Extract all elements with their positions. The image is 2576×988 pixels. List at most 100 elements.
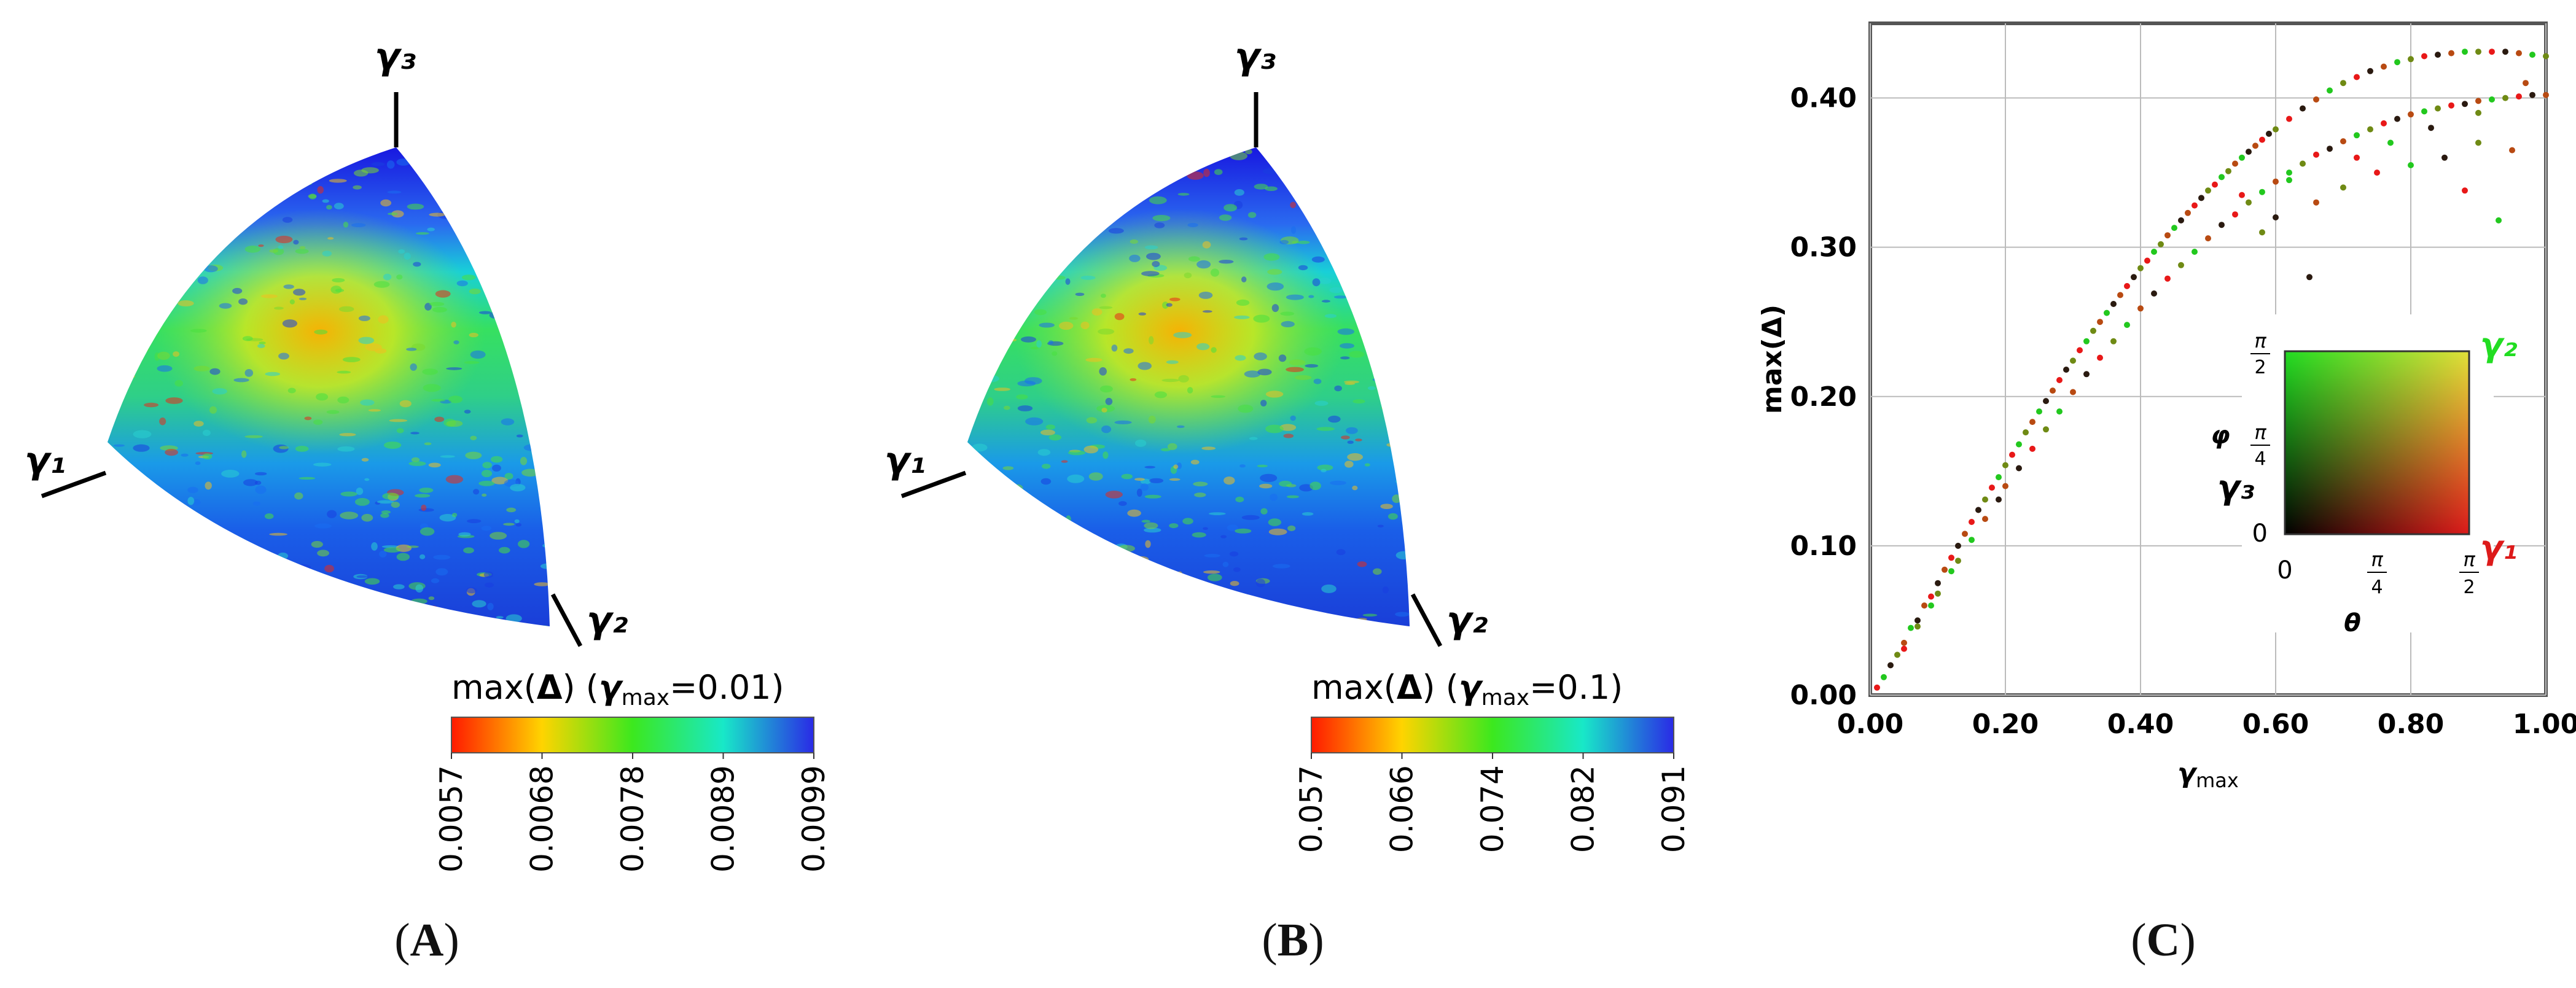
- scatter-point: [2151, 249, 2157, 255]
- scatter-point: [2340, 138, 2346, 145]
- colorbar-tick-label: 0.082: [1566, 765, 1601, 853]
- inset-y-tick-den: 4: [2254, 448, 2266, 470]
- scatter-point: [2489, 96, 2495, 103]
- scatter-point: [2110, 301, 2117, 307]
- scatter-point: [1881, 674, 1887, 680]
- scatter-point: [2259, 136, 2265, 143]
- scatter-point: [2002, 462, 2008, 469]
- scatter-point: [2246, 149, 2252, 155]
- scatter-point: [2475, 109, 2481, 116]
- scatter-point: [2212, 181, 2218, 188]
- scatter-point: [2286, 169, 2292, 176]
- scatter-point: [2002, 483, 2008, 489]
- inset-y-tick: π: [2254, 329, 2266, 352]
- inset-x-tick: 0: [2277, 556, 2292, 585]
- scatter-point: [1982, 496, 1988, 503]
- scatter-point: [2164, 275, 2171, 282]
- y-tick-label: 0.40: [1790, 83, 1857, 114]
- inset-x-tick-den: 4: [2371, 577, 2383, 598]
- scatter-point: [2219, 174, 2225, 181]
- scatter-point: [1969, 519, 1975, 525]
- scatter-point: [2313, 151, 2319, 158]
- panel-b: γ₃ γ₁ γ₂ max(Δ) (γmax=0.1) 0.057 0.066 0.074 0.…: [860, 0, 1720, 986]
- scatter-point: [1996, 496, 2002, 503]
- y-tick-label: 0.10: [1790, 531, 1857, 562]
- axis-gamma1: [41, 470, 107, 499]
- scatter-point: [2421, 108, 2427, 115]
- scatter-point: [2381, 120, 2387, 126]
- scatter-point: [2462, 101, 2468, 107]
- scatter-point: [2232, 211, 2238, 218]
- scatter-chart: 0.00 0.20 0.40 0.60 0.80 1.00 0.00 0.10 0.20 0.30…: [1757, 21, 2576, 792]
- scatter-point: [1928, 602, 1934, 609]
- scatter-point: [2394, 115, 2400, 122]
- axis-label-gamma1: γ₁: [884, 439, 926, 482]
- inset-square-overlay: [2285, 351, 2469, 534]
- scatter-point: [2529, 91, 2535, 98]
- scatter-point: [2252, 142, 2258, 149]
- scatter-point: [2421, 53, 2427, 60]
- scatter-point: [2164, 232, 2171, 239]
- scatter-point: [2090, 327, 2096, 334]
- scatter-point: [2246, 199, 2252, 206]
- scatter-point: [2259, 229, 2265, 236]
- colorbar-tick-label: 0.091: [1656, 765, 1692, 853]
- scatter-point: [1928, 593, 1934, 600]
- scatter-point: [2313, 199, 2319, 206]
- scatter-point: [2374, 169, 2380, 176]
- x-tick-label: 0.00: [1837, 709, 1904, 740]
- scatter-point: [2354, 74, 2360, 80]
- scatter-point: [2496, 217, 2502, 224]
- scatter-point: [2273, 178, 2279, 185]
- scatter-point: [1996, 474, 2002, 481]
- scatter-point: [2408, 56, 2414, 63]
- scatter-point: [2009, 451, 2015, 458]
- scatter-point: [1921, 602, 1927, 609]
- scatter-point: [2523, 80, 2529, 87]
- scatter-point: [2131, 274, 2137, 281]
- scatter-point: [1982, 516, 1988, 523]
- scatter-point: [2448, 102, 2454, 109]
- scatter-point: [2367, 126, 2373, 133]
- x-tick-label: 0.20: [1972, 709, 2039, 740]
- scatter-point: [1935, 580, 1941, 586]
- sphere-plot-b: γ₃ γ₁ γ₂ max(Δ) (γmax=0.1) 0.057 0.066 0.074 0.…: [884, 35, 1692, 853]
- scatter-points: [1874, 49, 2549, 691]
- inset-y-tick: π: [2254, 421, 2266, 444]
- scatter-point: [1948, 568, 1954, 575]
- scatter-point: [2313, 96, 2319, 103]
- scatter-point: [2259, 189, 2265, 195]
- colorbar: [1311, 717, 1674, 753]
- axis-gamma1: [900, 470, 967, 499]
- scatter-point: [2158, 241, 2164, 247]
- panel-a: γ₃ γ₁ γ₂ max(Δ) (γmax=0.01) 0.0057 0.0068 0.00…: [0, 0, 860, 986]
- scatter-point: [1874, 684, 1880, 691]
- scatter-point: [1901, 645, 1907, 652]
- scatter-point: [2273, 126, 2279, 133]
- scatter-point: [2408, 162, 2414, 168]
- colorbar-tick-label: 0.0068: [525, 765, 560, 873]
- inset-y-tick: 0: [2252, 519, 2268, 548]
- scatter-point: [1914, 617, 1921, 624]
- scatter-point: [2381, 63, 2387, 70]
- caption-c: (C): [2131, 914, 2196, 966]
- scatter-point: [1901, 639, 1907, 646]
- axis-gamma2: [1410, 593, 1443, 647]
- scatter-point: [2124, 322, 2130, 329]
- scatter-point: [2083, 371, 2090, 378]
- scatter-point: [2124, 282, 2130, 289]
- colorbar-tick-label: 0.066: [1384, 765, 1420, 853]
- colorbar-tick-label: 0.0089: [706, 765, 741, 873]
- scatter-point: [2448, 50, 2454, 56]
- scatter-point: [2104, 309, 2110, 316]
- x-tick-label: 0.60: [2242, 709, 2309, 740]
- scatter-point: [2117, 292, 2123, 298]
- axis-label-gamma1: γ₁: [25, 439, 66, 482]
- scatter-point: [1935, 590, 1941, 597]
- scatter-point: [2050, 387, 2056, 394]
- scatter-point: [2354, 132, 2360, 139]
- y-tick-label: 0.00: [1790, 680, 1857, 711]
- scatter-point: [2502, 95, 2508, 101]
- scatter-point: [1908, 624, 1914, 631]
- y-tick-label: 0.20: [1790, 381, 1857, 413]
